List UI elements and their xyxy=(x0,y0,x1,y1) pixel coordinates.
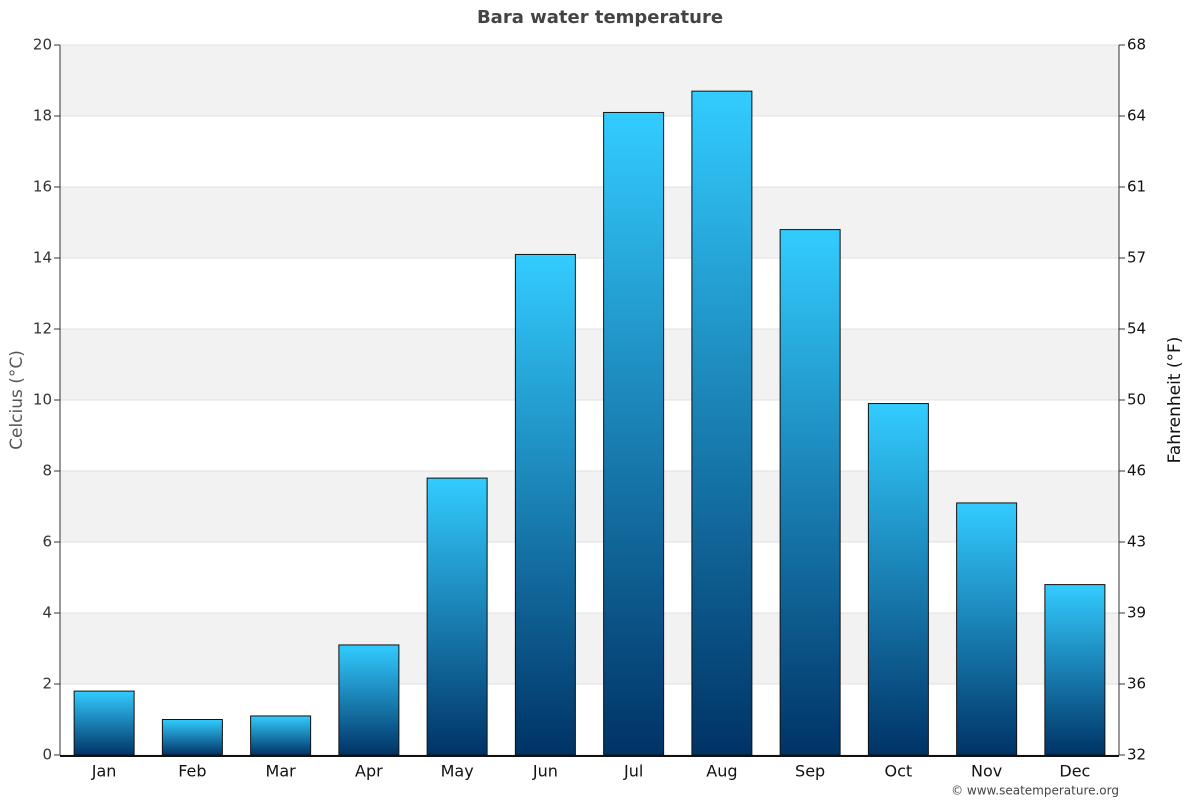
y2-tick-label: 54 xyxy=(1127,320,1146,338)
y2-tick-label: 64 xyxy=(1127,107,1146,125)
y-tick-label: 4 xyxy=(42,604,52,622)
y-tick-label: 10 xyxy=(33,391,52,409)
credit: © www.seatemperature.org xyxy=(951,784,1119,798)
x-tick-label: Jan xyxy=(91,762,117,781)
chart-title: Bara water temperature xyxy=(477,7,723,28)
y2-tick-label: 68 xyxy=(1127,36,1146,54)
x-tick-label: Nov xyxy=(971,762,1002,781)
bar xyxy=(1044,584,1106,756)
x-tick-label: Oct xyxy=(885,762,913,781)
y-tick-label: 20 xyxy=(33,36,52,54)
y2-tick-label: 57 xyxy=(1127,249,1146,267)
bar xyxy=(514,253,576,756)
bands xyxy=(60,45,1119,684)
y-tick-label: 2 xyxy=(42,675,52,693)
bar xyxy=(867,403,929,756)
y2-tick-label: 32 xyxy=(1127,746,1146,764)
bar xyxy=(73,690,135,756)
bar xyxy=(338,644,400,756)
grid-band xyxy=(60,613,1119,684)
y-tick-label: 6 xyxy=(42,533,52,551)
x-tick-label: Aug xyxy=(706,762,737,781)
bar xyxy=(779,229,841,756)
y2-tick-label: 50 xyxy=(1127,391,1146,409)
y-tick-label: 18 xyxy=(33,107,52,125)
y2-tick-label: 43 xyxy=(1127,533,1146,551)
x-tick-label: Dec xyxy=(1059,762,1090,781)
x-tick-label: May xyxy=(441,762,474,781)
y-tick-label: 12 xyxy=(33,320,52,338)
y-tick-label: 0 xyxy=(42,746,52,764)
y2-tick-label: 39 xyxy=(1127,604,1146,622)
y2-tick-label: 61 xyxy=(1127,178,1146,196)
grid-band xyxy=(60,329,1119,400)
y-tick-label: 8 xyxy=(42,462,52,480)
x-tick-label: Sep xyxy=(795,762,825,781)
grid-band xyxy=(60,471,1119,542)
bar xyxy=(956,502,1018,756)
bar xyxy=(161,719,223,756)
grid-band xyxy=(60,45,1119,116)
bar xyxy=(426,477,488,756)
y2-tick-label: 46 xyxy=(1127,462,1146,480)
x-tick-label: Feb xyxy=(178,762,206,781)
x-tick-label: Mar xyxy=(266,762,297,781)
bar xyxy=(603,111,665,756)
y2-tick-label: 36 xyxy=(1127,675,1146,693)
x-tick-label: Apr xyxy=(355,762,383,781)
x-tick-label: Jun xyxy=(532,762,558,781)
grid-band xyxy=(60,187,1119,258)
y-axis-label: Celcius (°C) xyxy=(7,350,27,450)
y2-axis-label: Fahrenheit (°F) xyxy=(1165,337,1185,464)
x-tick-label: Jul xyxy=(623,762,643,781)
bar xyxy=(250,715,312,756)
bar xyxy=(691,90,753,756)
y-tick-label: 16 xyxy=(33,178,52,196)
y-tick-label: 14 xyxy=(33,249,52,267)
